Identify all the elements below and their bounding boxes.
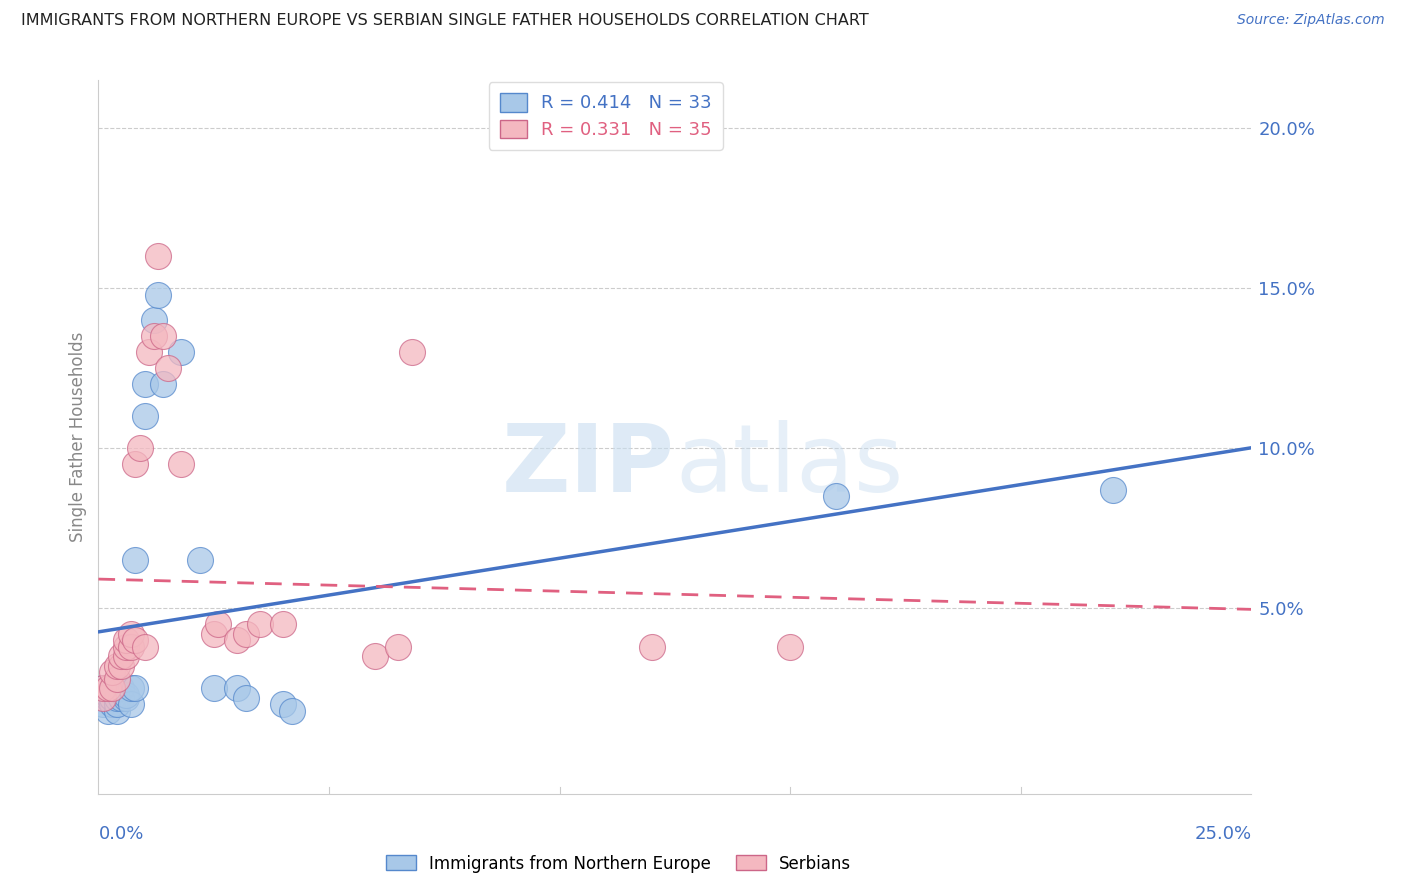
Point	[281, 704, 304, 718]
Point	[249, 617, 271, 632]
Point	[97, 690, 120, 705]
Point	[124, 681, 146, 696]
Point	[170, 345, 193, 359]
Point	[188, 553, 211, 567]
Point	[134, 640, 156, 654]
Point	[110, 649, 132, 664]
Point	[124, 633, 146, 648]
Point	[202, 681, 225, 696]
Point	[134, 409, 156, 424]
Point	[148, 249, 170, 263]
Point	[115, 688, 138, 702]
Point	[156, 361, 179, 376]
Y-axis label: Single Father Households: Single Father Households	[69, 332, 87, 542]
Point	[271, 698, 294, 712]
Point	[105, 690, 128, 705]
Legend: Immigrants from Northern Europe, Serbians: Immigrants from Northern Europe, Serbian…	[380, 848, 858, 880]
Point	[235, 627, 257, 641]
Point	[641, 640, 664, 654]
Point	[91, 681, 114, 696]
Point	[101, 665, 124, 680]
Point	[271, 617, 294, 632]
Point	[235, 690, 257, 705]
Point	[120, 627, 142, 641]
Point	[120, 640, 142, 654]
Point	[105, 672, 128, 686]
Point	[97, 688, 120, 702]
Point	[101, 681, 124, 696]
Text: 0.0%: 0.0%	[98, 825, 143, 843]
Point	[105, 659, 128, 673]
Point	[115, 690, 138, 705]
Point	[225, 633, 247, 648]
Point	[148, 287, 170, 301]
Point	[202, 627, 225, 641]
Text: 25.0%: 25.0%	[1194, 825, 1251, 843]
Point	[101, 698, 124, 712]
Text: atlas: atlas	[675, 419, 903, 512]
Text: ZIP: ZIP	[502, 419, 675, 512]
Point	[134, 377, 156, 392]
Point	[152, 329, 174, 343]
Point	[91, 681, 114, 696]
Point	[152, 377, 174, 392]
Point	[91, 690, 114, 705]
Point	[120, 698, 142, 712]
Point	[110, 690, 132, 705]
Point	[779, 640, 801, 654]
Point	[387, 640, 409, 654]
Point	[170, 457, 193, 471]
Point	[115, 640, 138, 654]
Point	[142, 313, 165, 327]
Point	[91, 698, 114, 712]
Point	[401, 345, 423, 359]
Point	[124, 457, 146, 471]
Point	[1102, 483, 1125, 497]
Point	[110, 659, 132, 673]
Point	[91, 690, 114, 705]
Point	[120, 681, 142, 696]
Point	[825, 489, 848, 503]
Point	[97, 704, 120, 718]
Point	[138, 345, 160, 359]
Point	[105, 698, 128, 712]
Point	[225, 681, 247, 696]
Point	[142, 329, 165, 343]
Point	[129, 442, 152, 456]
Point	[110, 681, 132, 696]
Point	[105, 704, 128, 718]
Point	[115, 649, 138, 664]
Point	[115, 633, 138, 648]
Legend: R = 0.414   N = 33, R = 0.331   N = 35: R = 0.414 N = 33, R = 0.331 N = 35	[489, 82, 723, 150]
Point	[101, 690, 124, 705]
Point	[97, 681, 120, 696]
Point	[207, 617, 229, 632]
Point	[364, 649, 387, 664]
Text: IMMIGRANTS FROM NORTHERN EUROPE VS SERBIAN SINGLE FATHER HOUSEHOLDS CORRELATION : IMMIGRANTS FROM NORTHERN EUROPE VS SERBI…	[21, 13, 869, 29]
Point	[124, 553, 146, 567]
Text: Source: ZipAtlas.com: Source: ZipAtlas.com	[1237, 13, 1385, 28]
